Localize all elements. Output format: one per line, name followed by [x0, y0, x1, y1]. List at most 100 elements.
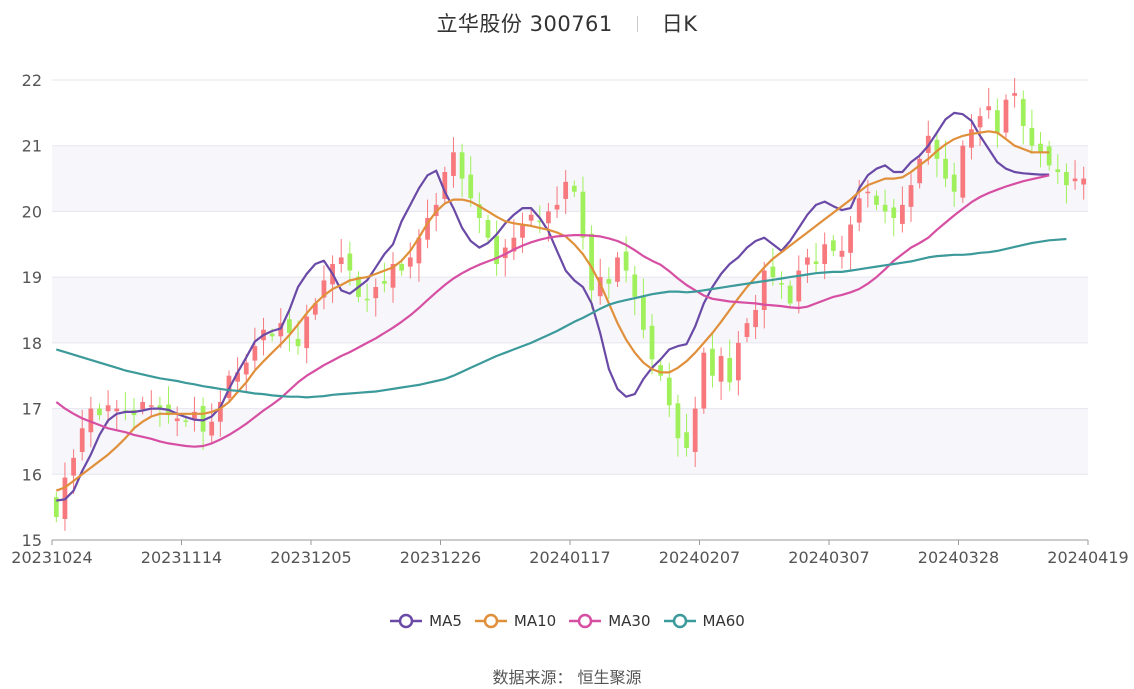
- candle: [675, 394, 681, 457]
- candle: [951, 162, 957, 207]
- candle: [710, 333, 715, 388]
- candle-body: [675, 403, 681, 439]
- candle-body: [796, 270, 802, 302]
- candle: [580, 176, 586, 250]
- legend-marker-icon: [474, 613, 507, 629]
- candle-body: [200, 405, 206, 432]
- candle-body: [252, 346, 258, 361]
- candle-body: [53, 497, 59, 517]
- y-tick-label: 21: [22, 137, 42, 156]
- candle-body: [174, 418, 180, 422]
- candle-body: [528, 214, 534, 221]
- legend-item-ma10[interactable]: MA10: [474, 612, 556, 630]
- candle-body: [865, 191, 871, 194]
- legend-item-ma30[interactable]: MA30: [568, 612, 651, 630]
- candle-body: [908, 185, 914, 207]
- candle-body: [148, 405, 154, 407]
- candle-body: [105, 405, 111, 412]
- candle-body: [476, 204, 482, 218]
- candle: [649, 313, 655, 375]
- candle: [658, 359, 664, 381]
- candle: [71, 449, 76, 494]
- legend-item-ma60[interactable]: MA60: [663, 612, 745, 630]
- candle-body: [744, 323, 750, 337]
- candle-body: [554, 204, 560, 210]
- candle: [338, 239, 344, 273]
- candle-body: [787, 285, 793, 304]
- grid-band: [52, 408, 1088, 475]
- grid-band: [52, 145, 1088, 212]
- x-tick-label: 20240328: [918, 548, 999, 567]
- candle: [494, 220, 499, 276]
- candle-body: [839, 250, 845, 257]
- candle-body: [546, 211, 551, 224]
- candle: [1029, 109, 1035, 155]
- candle-body: [1064, 172, 1069, 186]
- candle-body: [882, 204, 888, 212]
- candle: [1046, 141, 1052, 171]
- plot-background: [52, 145, 1088, 475]
- candle: [97, 403, 102, 421]
- candle-body: [157, 405, 163, 409]
- candle-body: [1020, 99, 1026, 126]
- candle-body: [606, 279, 612, 284]
- candle-body: [1003, 99, 1009, 133]
- candle-body: [97, 408, 102, 416]
- x-tick-label: 20240117: [529, 548, 610, 567]
- candle-body: [813, 261, 819, 264]
- candle-body: [805, 257, 810, 265]
- candle: [312, 298, 318, 320]
- candle: [848, 216, 853, 272]
- candle: [1081, 166, 1087, 200]
- candle: [908, 173, 914, 222]
- candle: [105, 390, 111, 424]
- candle-body: [891, 207, 897, 218]
- candle: [459, 143, 465, 197]
- candle: [632, 265, 638, 316]
- candle-body: [1012, 93, 1017, 96]
- candle-body: [632, 274, 638, 297]
- ma10-line: [55, 130, 1050, 492]
- candle: [1003, 94, 1009, 138]
- candle: [606, 267, 612, 299]
- legend-item-ma5[interactable]: MA5: [389, 612, 462, 630]
- candle-body: [1029, 127, 1035, 146]
- candle-body: [1055, 169, 1061, 172]
- candle: [718, 347, 724, 401]
- candle-body: [209, 421, 215, 436]
- candle-body: [537, 220, 543, 223]
- candle-body: [641, 296, 646, 330]
- candle-body: [88, 408, 94, 433]
- candle-body: [969, 129, 974, 148]
- candle: [382, 262, 387, 293]
- candle: [796, 255, 802, 314]
- candle: [511, 219, 517, 261]
- candle-body: [684, 432, 689, 448]
- x-axis: 20231024 20231114 20231205 20231226 20240117…: [11, 539, 1129, 567]
- candle: [554, 186, 560, 218]
- candle: [1064, 163, 1069, 204]
- candle: [502, 239, 508, 277]
- candle-body: [589, 233, 594, 291]
- candle-body: [934, 139, 940, 159]
- candle: [1055, 154, 1061, 184]
- candle-body: [425, 218, 430, 240]
- candle-body: [1081, 178, 1087, 185]
- candle-body: [468, 174, 474, 199]
- candle-body: [304, 316, 310, 349]
- candle: [960, 140, 966, 203]
- candle: [727, 339, 733, 391]
- candle-body: [295, 338, 301, 347]
- candle-body: [779, 283, 784, 285]
- legend-label: MA10: [513, 612, 557, 630]
- candle-body: [269, 333, 275, 337]
- candle: [53, 492, 59, 523]
- candle-body: [140, 402, 146, 410]
- candle: [571, 180, 577, 197]
- candle: [157, 396, 163, 427]
- candle-body: [735, 342, 741, 381]
- y-tick-label: 18: [22, 334, 42, 353]
- legend-label: MA5: [429, 612, 462, 630]
- candle: [174, 406, 180, 437]
- legend-label: MA30: [608, 612, 651, 630]
